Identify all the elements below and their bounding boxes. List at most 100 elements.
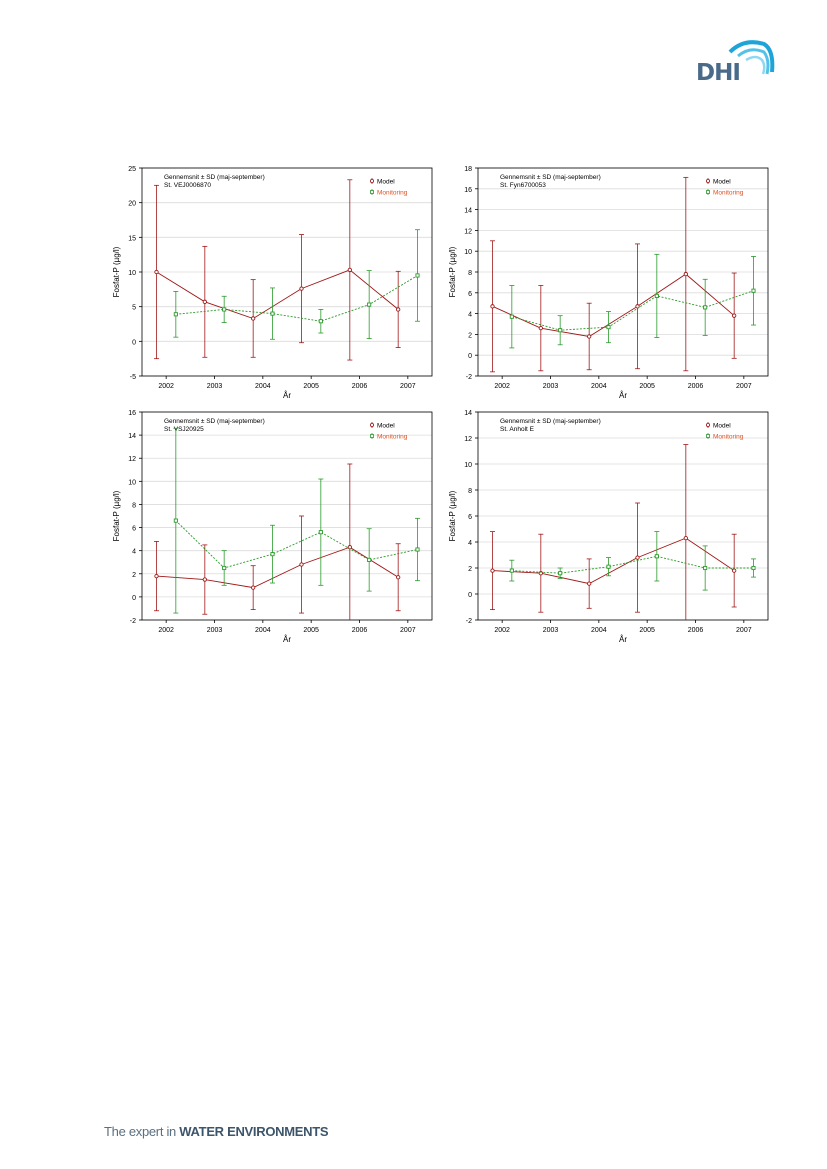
monitoring-point	[509, 568, 514, 573]
x-tick-label: 2007	[736, 627, 752, 634]
x-tick-label: 2005	[639, 383, 655, 390]
chart-title: Gennemsnit ± SD (maj-september)	[500, 174, 601, 181]
legend-label-monitoring: Monitoring	[713, 434, 744, 441]
footer-tagline: The expert in WATER ENVIRONMENTS	[104, 1124, 329, 1139]
chart-subtitle: St. VEJ0006870	[164, 182, 211, 189]
monitoring-point	[222, 307, 227, 312]
model-point	[347, 267, 352, 273]
wave-icon	[728, 40, 775, 75]
model-point	[396, 307, 401, 312]
chart-anholt-e: -2 0 2 4 6 8 10 12 14 2002 2003 2004 2005 2006 2007 År F…	[436, 404, 781, 644]
x-tick-label: 2005	[303, 627, 319, 634]
monitoring-point	[606, 564, 611, 569]
x-tick-label: 2006	[352, 383, 368, 390]
y-tick-label: 18	[464, 166, 472, 173]
x-tick-label: 2003	[207, 383, 223, 390]
chart-subtitle: St. VSJ20925	[164, 426, 204, 433]
x-tick-label: 2007	[400, 383, 416, 390]
y-tick-label: 8	[468, 488, 472, 495]
legend-label-monitoring: Monitoring	[377, 434, 408, 441]
model-point	[299, 562, 304, 567]
legend-marker	[706, 190, 710, 194]
y-tick-label: 5	[132, 305, 136, 312]
model-point	[251, 585, 256, 590]
y-tick-label: 14	[464, 208, 472, 215]
x-tick-label: 2005	[639, 627, 655, 634]
legend-marker	[370, 434, 374, 438]
model-point	[732, 313, 737, 318]
monitoring-point	[558, 328, 563, 333]
legend-marker	[706, 434, 710, 438]
chart-subtitle: St. Anholt E	[500, 426, 535, 433]
model-point	[490, 304, 495, 309]
plot-frame	[141, 411, 433, 621]
chart-svg-0: -5 0 5 10 15 20 25 2002 2003 2004 2005 2006 2007 År Fo…	[112, 166, 433, 400]
y-tick-label: -2	[466, 618, 472, 625]
x-tick-label: 2006	[688, 627, 704, 634]
y-tick-label: 10	[128, 479, 136, 486]
legend-label-model: Model	[377, 423, 395, 430]
y-axis-label: Fosfat-P (µg/l)	[112, 490, 121, 541]
legend-marker	[369, 422, 374, 427]
monitoring-point	[654, 293, 659, 298]
monitoring-point	[751, 565, 756, 571]
chart-svg-1: -2 0 2 4 6 8 10 12 14 16 18 2002 2003 2004 2005 2006 200…	[448, 166, 769, 400]
model-point	[202, 577, 207, 582]
monitoring-point	[173, 518, 178, 523]
model-point	[396, 575, 401, 580]
model-series-line	[492, 273, 735, 337]
y-tick-label: 20	[128, 201, 136, 208]
y-tick-label: 16	[464, 187, 472, 194]
x-tick-label: 2004	[255, 627, 271, 634]
model-series-line	[156, 269, 399, 319]
chart-subtitle: St. Fyn6700053	[500, 182, 546, 189]
y-tick-label: 8	[468, 270, 472, 277]
y-tick-label: 0	[468, 592, 472, 599]
legend-label-monitoring: Monitoring	[377, 190, 408, 197]
legend-marker	[705, 422, 710, 427]
x-tick-label: 2005	[303, 383, 319, 390]
legend-marker	[370, 190, 374, 194]
x-tick-label: 2006	[688, 383, 704, 390]
model-point	[683, 271, 688, 277]
chart-vej0006870: -5 0 5 10 15 20 25 2002 2003 2004 2005 2006 2007 År Fo…	[100, 160, 445, 400]
y-tick-label: -2	[466, 374, 472, 381]
monitoring-point	[173, 312, 178, 317]
chart-title: Gennemsnit ± SD (maj-september)	[500, 418, 601, 425]
y-tick-label: 6	[132, 526, 136, 533]
x-tick-label: 2007	[736, 383, 752, 390]
monitoring-point	[751, 288, 756, 293]
monitoring-point	[654, 554, 659, 559]
x-tick-label: 2002	[494, 627, 510, 634]
y-tick-label: 4	[468, 540, 472, 547]
monitoring-point	[703, 565, 708, 571]
y-tick-label: -2	[130, 618, 136, 625]
chart-svg-3: -2 0 2 4 6 8 10 12 14 2002 2003 2004 2005 2006 2007 År F…	[448, 410, 769, 644]
model-point	[202, 299, 207, 304]
dhi-logo: DHI	[694, 36, 778, 86]
y-tick-label: 0	[132, 595, 136, 602]
monitoring-point	[606, 325, 611, 330]
x-tick-label: 2003	[207, 627, 223, 634]
monitoring-series-line	[511, 290, 754, 331]
y-tick-label: 4	[468, 312, 472, 319]
legend-label-model: Model	[713, 179, 731, 186]
plot-frame	[477, 411, 769, 621]
chart-svg-2: -2 0 2 4 6 8 10 12 14 16 2002 2003 2004 2005 2006 2007 Å…	[112, 410, 433, 644]
y-tick-label: 6	[468, 514, 472, 521]
x-tick-label: 2002	[494, 383, 510, 390]
monitoring-point	[558, 571, 563, 576]
model-point	[154, 573, 159, 579]
legend-label-model: Model	[377, 179, 395, 186]
plot-frame	[141, 167, 433, 377]
y-tick-label: 8	[132, 502, 136, 509]
monitoring-point	[509, 314, 514, 319]
logo-text: DHI	[696, 60, 741, 86]
legend-marker	[705, 178, 710, 183]
y-tick-label: 0	[132, 339, 136, 346]
x-tick-label: 2004	[255, 383, 271, 390]
legend-label-monitoring: Monitoring	[713, 190, 744, 197]
y-tick-label: 10	[128, 270, 136, 277]
y-tick-label: 4	[132, 549, 136, 556]
x-axis-label: År	[619, 391, 627, 400]
